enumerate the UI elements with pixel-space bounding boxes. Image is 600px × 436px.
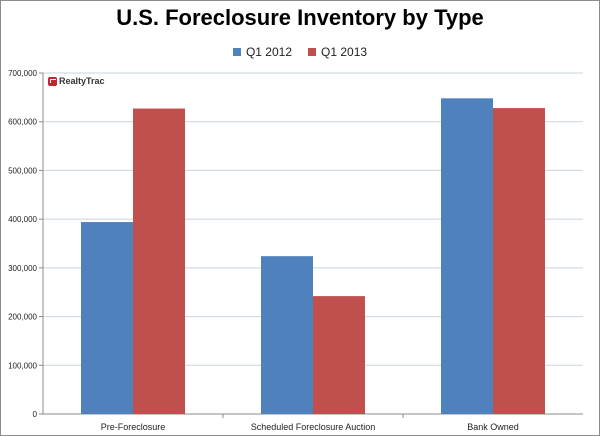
y-tick-label: 0 (33, 410, 38, 419)
bar-q1-2012 (441, 98, 493, 415)
chart-title: U.S. Foreclosure Inventory by Type (116, 5, 484, 30)
x-category-label: Pre-Foreclosure (101, 422, 166, 432)
legend-swatch-q1-2013 (308, 48, 316, 56)
bar-q1-2012 (261, 256, 313, 414)
bar-q1-2013 (313, 296, 365, 414)
legend-swatch-q1-2012 (232, 48, 241, 56)
x-category-label: Scheduled Foreclosure Auction (251, 422, 376, 432)
y-tick-label: 200,000 (8, 313, 37, 322)
legend-item-q1-2013: Q1 2013 (308, 45, 367, 59)
realtytrac-logo-icon (48, 76, 57, 86)
x-category-label: Bank Owned (467, 422, 519, 432)
legend: Q1 2012 Q1 2013 (1, 43, 599, 61)
realtytrac-logo-text: RealtyTrac (59, 76, 105, 86)
y-tick-label: 500,000 (8, 166, 37, 175)
bar-q1-2013 (133, 108, 185, 414)
legend-label-q1-2012: Q1 2012 (245, 45, 292, 59)
y-tick-label: 100,000 (8, 361, 37, 370)
y-tick-label: 400,000 (8, 215, 37, 224)
bar-q1-2012 (81, 222, 133, 414)
y-tick-label: 300,000 (8, 264, 37, 273)
legend-item-q1-2012: Q1 2012 (232, 45, 292, 59)
realtytrac-logo: RealtyTrac (48, 76, 105, 86)
y-tick-label: 600,000 (8, 118, 37, 127)
y-tick-label: 700,000 (8, 69, 37, 78)
bar-q1-2013 (493, 108, 545, 415)
legend-label-q1-2013: Q1 2013 (321, 45, 368, 59)
